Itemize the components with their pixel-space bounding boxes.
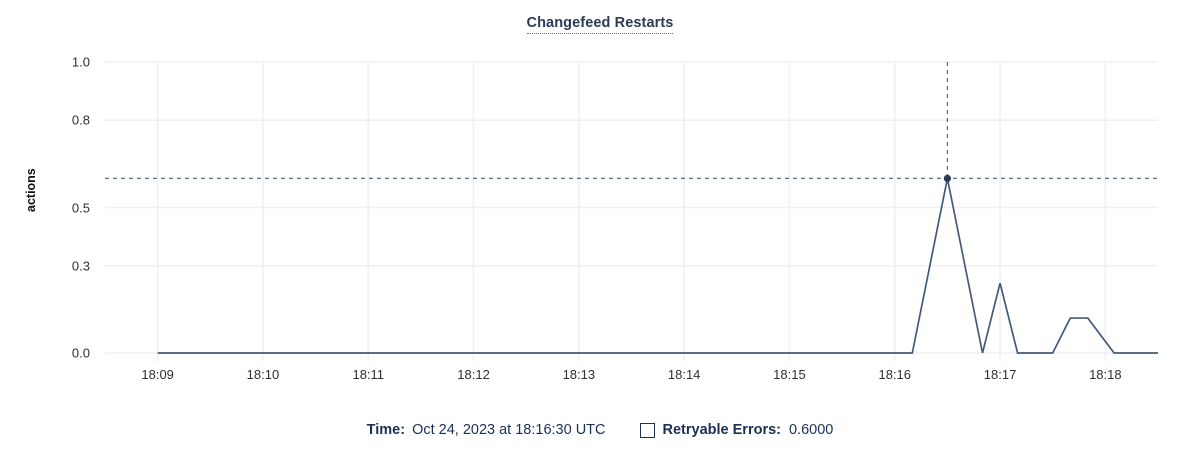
x-tick-label: 18:18 bbox=[1089, 367, 1122, 382]
crosshair-lines bbox=[105, 62, 1158, 179]
time-value: Oct 24, 2023 at 18:16:30 UTC bbox=[412, 422, 606, 438]
hover-marker bbox=[943, 174, 952, 182]
series-line bbox=[157, 178, 1158, 354]
y-tick-label: 0.3 bbox=[71, 258, 90, 274]
y-tick-label: 0.5 bbox=[71, 200, 90, 215]
legend[interactable]: Retryable Errors: 0.6000 bbox=[639, 422, 834, 438]
x-tick-label: 18:11 bbox=[352, 367, 385, 382]
chart-title[interactable]: Changefeed Restarts bbox=[0, 15, 1200, 34]
plot-area[interactable] bbox=[0, 0, 1200, 400]
y-tick-label: 0.0 bbox=[71, 345, 90, 361]
x-tick-label: 18:14 bbox=[667, 367, 701, 382]
series-lines bbox=[157, 178, 1158, 354]
x-tick-label: 18:17 bbox=[983, 367, 1017, 382]
data-point-marker bbox=[943, 174, 952, 182]
chart-title-text: Changefeed Restarts bbox=[526, 15, 674, 34]
y-tick-label: 1.0 bbox=[71, 54, 90, 70]
chart-footer: Time: Oct 24, 2023 at 18:16:30 UTC Retry… bbox=[0, 422, 1200, 438]
x-tick-label: 18:10 bbox=[246, 367, 280, 382]
x-tick-label: 18:09 bbox=[141, 367, 174, 382]
x-tick-label: 18:16 bbox=[878, 367, 912, 382]
legend-series-value: 0.6000 bbox=[788, 422, 834, 438]
x-tick-label: 18:13 bbox=[562, 367, 596, 382]
time-label: Time: bbox=[366, 422, 406, 438]
time-readout: Time: Oct 24, 2023 at 18:16:30 UTC bbox=[367, 422, 606, 438]
x-tick-label: 18:12 bbox=[457, 367, 490, 382]
legend-checkbox-icon[interactable] bbox=[639, 422, 655, 438]
legend-series-name: Retryable Errors: bbox=[662, 422, 781, 438]
x-tick-label: 18:15 bbox=[773, 367, 806, 382]
vertical-gridlines bbox=[156, 62, 1107, 361]
y-tick-label: 0.8 bbox=[71, 112, 90, 128]
